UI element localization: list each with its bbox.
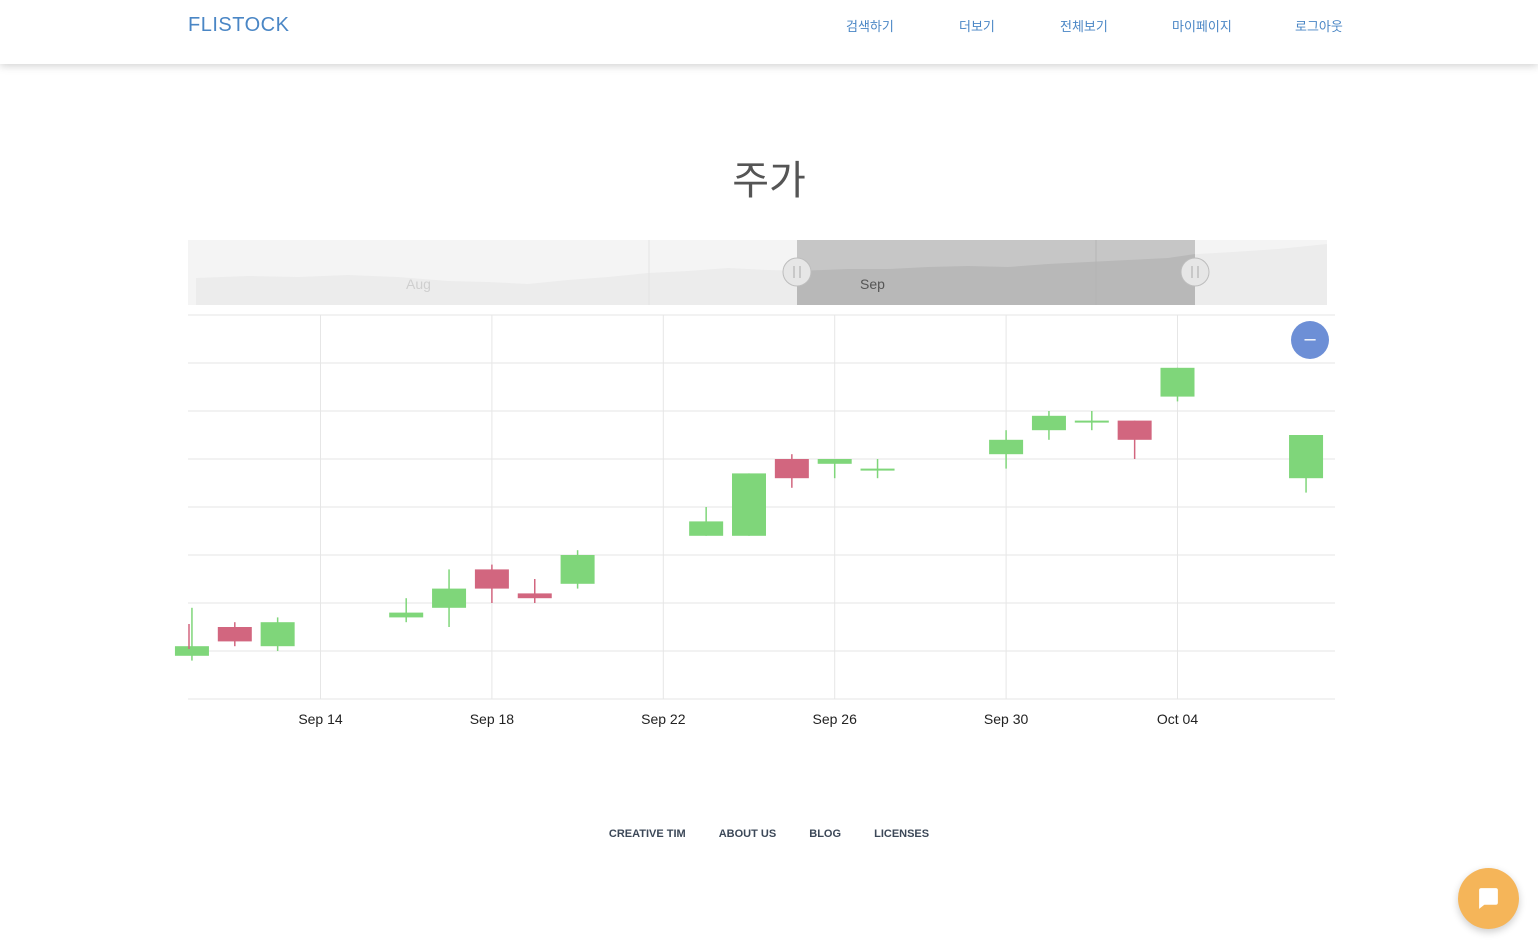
candle-body[interactable]	[1160, 367, 1195, 397]
x-tick-label: Sep 26	[813, 711, 858, 727]
candle-body[interactable]	[389, 612, 424, 618]
footer-link-creative-tim[interactable]: CREATIVE TIM	[608, 828, 686, 840]
navbar: FLISTOCK 검색하기 더보기 전체보기 마이페이지 로그아웃	[0, 0, 1538, 64]
zoom-out-button[interactable]: –	[1291, 321, 1329, 359]
candle-body[interactable]	[860, 468, 895, 471]
candle-body[interactable]	[1289, 435, 1324, 479]
footer-link-about-us[interactable]: ABOUT US	[718, 828, 777, 840]
navigator-label-sep: Sep	[860, 276, 885, 292]
stock-chart[interactable]: Sep 14 Sep 18 Sep 22 Sep 26 Sep 30 Oct 04	[174, 314, 1335, 734]
candle-body[interactable]	[517, 593, 552, 599]
candle-body[interactable]	[432, 588, 467, 608]
nav-item-all[interactable]: 전체보기	[1060, 19, 1108, 34]
candle-body[interactable]	[474, 569, 509, 589]
navigator-handle-right[interactable]	[1180, 257, 1210, 287]
candlestick-chart-svg: Sep 14 Sep 18 Sep 22 Sep 26 Sep 30 Oct 04	[174, 314, 1335, 727]
x-tick-label: Sep 22	[641, 711, 686, 727]
footer-link-licenses[interactable]: LICENSES	[874, 828, 930, 840]
navigator-handle-left[interactable]	[782, 257, 812, 287]
nav-item-search[interactable]: 검색하기	[846, 19, 894, 34]
navigator-svg: Aug Sep	[196, 240, 1327, 305]
candle-body[interactable]	[817, 459, 852, 464]
chat-button[interactable]	[1458, 868, 1519, 929]
chat-bubble-icon	[1479, 888, 1498, 909]
candle-body[interactable]	[560, 555, 595, 584]
footer: CREATIVE TIM ABOUT US BLOG LICENSES	[0, 828, 1538, 840]
navigator-label-aug: Aug	[406, 276, 431, 292]
x-tick-label: Sep 14	[298, 711, 343, 727]
candle-body[interactable]	[732, 473, 766, 536]
brand-logo[interactable]: FLISTOCK	[188, 14, 290, 36]
candle-body[interactable]	[217, 627, 252, 642]
candle-body[interactable]	[174, 646, 209, 656]
nav-item-logout[interactable]: 로그아웃	[1295, 19, 1343, 34]
footer-link-blog[interactable]: BLOG	[809, 828, 842, 840]
nav-item-mypage[interactable]: 마이페이지	[1172, 19, 1232, 34]
page-title: 주가	[732, 159, 806, 203]
nav-item-more[interactable]: 더보기	[959, 19, 995, 34]
x-tick-label: Sep 30	[984, 711, 1029, 727]
candle-body[interactable]	[1074, 420, 1109, 423]
x-tick-label: Sep 18	[470, 711, 515, 727]
candle-body[interactable]	[774, 459, 809, 479]
chart-navigator[interactable]: Aug Sep	[188, 240, 1327, 305]
candle-body[interactable]	[689, 521, 724, 536]
candle-body[interactable]	[1117, 420, 1152, 440]
candle-body[interactable]	[1031, 415, 1066, 431]
candle-body[interactable]	[260, 622, 295, 647]
candle-body[interactable]	[989, 439, 1024, 455]
x-tick-label: Oct 04	[1157, 711, 1198, 727]
